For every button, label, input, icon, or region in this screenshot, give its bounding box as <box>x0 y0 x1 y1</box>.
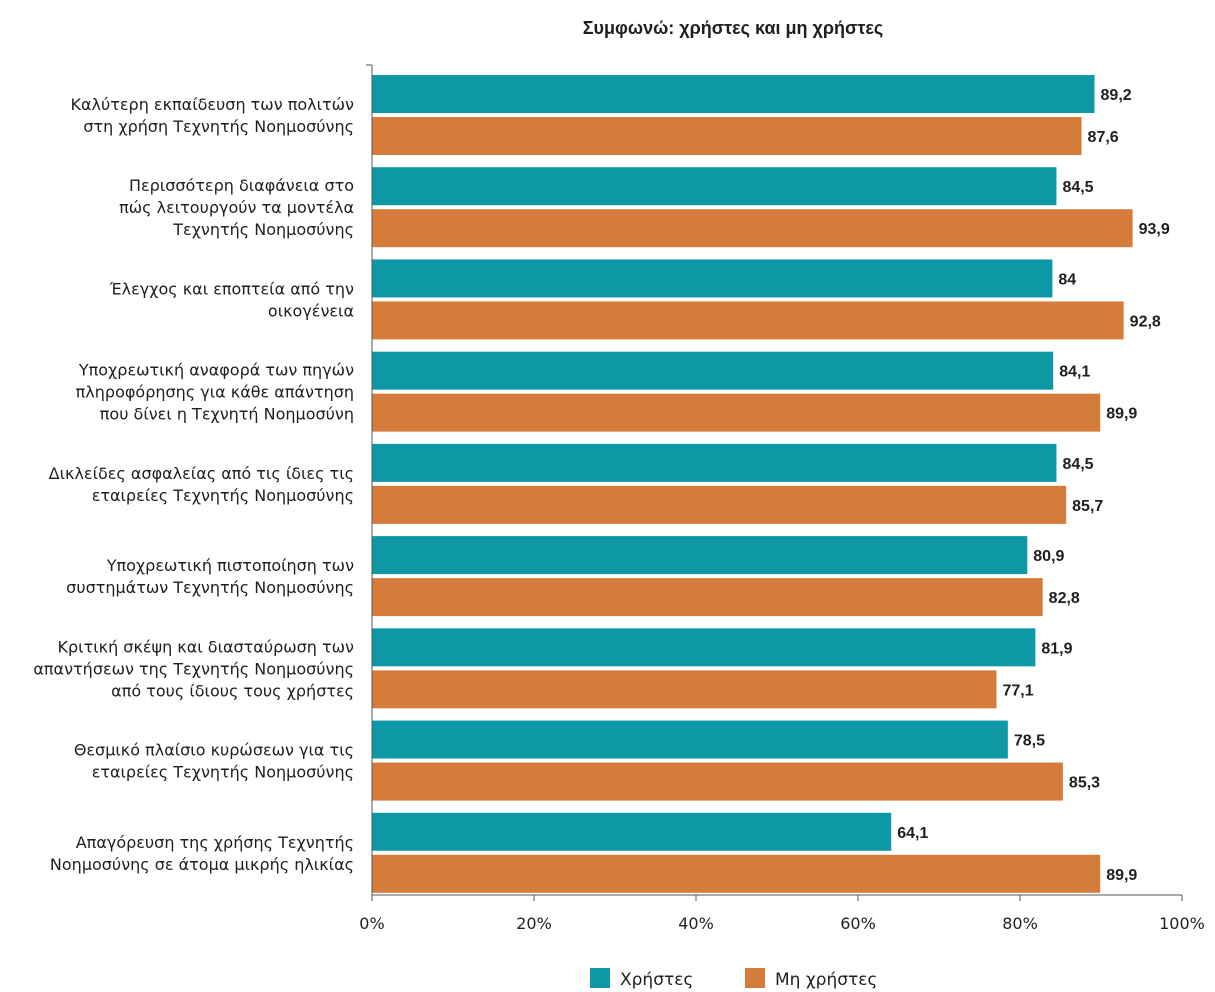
x-tick-label: 40% <box>678 914 714 933</box>
bar-users-0 <box>372 75 1095 113</box>
category-label: Θεσμικό πλαίσιο κυρώσεων για τις εταιρείε… <box>74 741 354 782</box>
data-label: 84 <box>1058 271 1076 288</box>
data-label: 84,1 <box>1059 364 1090 381</box>
category-labels-group: Καλύτερη εκπαίδευση των πολιτών στη χρήση… <box>33 95 354 874</box>
x-tick-label: 60% <box>840 914 876 933</box>
x-tick-label: 20% <box>516 914 552 933</box>
chart-title: Συμφωνώ: χρήστες και μη χρήστες <box>583 18 884 38</box>
legend-swatch-users <box>590 968 610 988</box>
data-label: 92,8 <box>1130 313 1161 330</box>
bar-nonusers-0 <box>372 117 1082 155</box>
data-label: 87,6 <box>1088 129 1119 146</box>
bar-users-8 <box>372 812 892 851</box>
bar-nonusers-6 <box>372 670 997 709</box>
category-label: Καλύτερη εκπαίδευση των πολιτών στη χρήση… <box>71 95 355 136</box>
bars-group: 89,2 87,6 84,5 93,9 84 92,8 84,1 89,9 84,5 85,7 80… <box>372 75 1170 893</box>
data-label: 81,9 <box>1041 640 1072 657</box>
category-label: Έλεγχος και εποπτεία από την οικογένεια <box>109 279 354 320</box>
bar-nonusers-1 <box>372 209 1133 248</box>
bar-users-7 <box>372 720 1008 759</box>
legend-label-users: Χρήστες <box>620 970 693 990</box>
bar-users-2 <box>372 259 1053 298</box>
bar-nonusers-5 <box>372 578 1043 617</box>
bar-users-5 <box>372 536 1028 575</box>
data-label: 85,7 <box>1072 498 1103 515</box>
category-label: Απαγόρευση της χρήσης Τεχνητής Νοημοσύνης… <box>50 833 354 874</box>
bar-nonusers-7 <box>372 762 1063 801</box>
data-label: 84,5 <box>1062 179 1093 196</box>
data-label: 80,9 <box>1033 548 1064 565</box>
data-label: 77,1 <box>1003 682 1034 699</box>
axes-group: 0% 20% 40% 60% 80% 100% <box>359 64 1205 933</box>
bar-users-3 <box>372 351 1054 390</box>
legend: Χρήστες Μη χρήστες <box>590 968 877 990</box>
bar-nonusers-3 <box>372 393 1101 432</box>
category-label: Υποχρεωτική αναφορά των πηγών πληροφόρηση… <box>76 361 354 424</box>
x-tick-label: 80% <box>1002 914 1038 933</box>
bar-nonusers-2 <box>372 301 1124 340</box>
bar-users-1 <box>372 167 1057 206</box>
data-label: 89,9 <box>1106 406 1137 423</box>
x-tick-label: 0% <box>359 914 384 933</box>
data-label: 82,8 <box>1049 590 1080 607</box>
data-label: 89,2 <box>1101 87 1132 104</box>
bar-users-6 <box>372 628 1036 667</box>
data-label: 85,3 <box>1069 775 1100 792</box>
data-label: 64,1 <box>897 825 928 842</box>
category-label: Δικλείδες ασφαλείας από τις ίδιες τις ετα… <box>49 464 354 505</box>
x-tick-label: 100% <box>1159 914 1205 933</box>
category-label: Περισσότερη διαφάνεια στο πώς λειτουργούν… <box>119 176 354 239</box>
legend-swatch-nonusers <box>745 968 765 988</box>
bar-nonusers-8 <box>372 854 1101 893</box>
data-label: 78,5 <box>1014 733 1045 750</box>
category-label: Κριτική σκέψη και διασταύρωση των απαντήσ… <box>33 637 354 700</box>
bar-nonusers-4 <box>372 485 1067 524</box>
data-label: 89,9 <box>1106 867 1137 884</box>
data-label: 84,5 <box>1062 456 1093 473</box>
bar-users-4 <box>372 443 1057 482</box>
category-label: Υποχρεωτική πιστοποίηση των συστημάτων Τε… <box>66 556 354 597</box>
legend-label-nonusers: Μη χρήστες <box>775 970 877 990</box>
data-label: 93,9 <box>1139 221 1170 238</box>
